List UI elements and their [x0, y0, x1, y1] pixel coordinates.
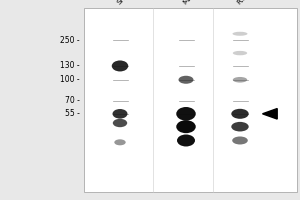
Ellipse shape [112, 60, 128, 71]
Ellipse shape [112, 109, 128, 119]
Text: 100 -: 100 - [60, 75, 80, 84]
Text: 70 -: 70 - [64, 96, 80, 105]
Ellipse shape [177, 134, 195, 146]
Text: R.brain: R.brain [236, 0, 258, 6]
Ellipse shape [176, 120, 196, 133]
Text: 55 -: 55 - [64, 109, 80, 118]
Bar [84, 8, 297, 192]
Ellipse shape [113, 119, 127, 127]
Ellipse shape [114, 139, 126, 145]
Ellipse shape [178, 76, 194, 84]
Ellipse shape [233, 77, 247, 83]
Ellipse shape [232, 136, 248, 144]
Polygon shape [262, 109, 277, 119]
Ellipse shape [231, 122, 249, 131]
Text: 250 -: 250 - [60, 36, 80, 45]
Text: SH-SY5Y: SH-SY5Y [116, 0, 142, 6]
Text: 130 -: 130 - [60, 61, 80, 70]
Ellipse shape [176, 107, 196, 121]
Ellipse shape [231, 109, 249, 119]
Text: M.brain: M.brain [182, 0, 205, 6]
Ellipse shape [233, 51, 247, 55]
Ellipse shape [232, 32, 247, 36]
